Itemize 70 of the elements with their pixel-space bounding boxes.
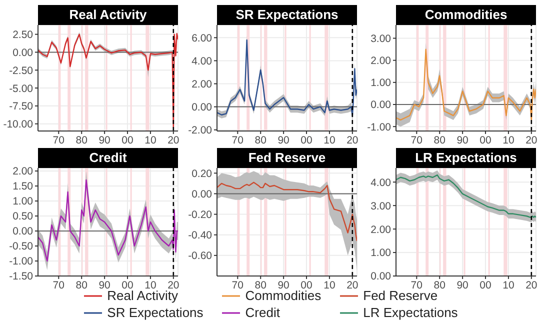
y-tick-label: -2.50 xyxy=(9,64,34,77)
y-tick-label: 0.20 xyxy=(192,168,212,180)
x-tick-label: 10 xyxy=(324,279,336,292)
y-tick-label: 6.00 xyxy=(192,32,212,44)
x-tick-label: 20 xyxy=(168,134,180,146)
y-tick-label: -10.00 xyxy=(3,118,34,131)
x-tick-label: 10 xyxy=(144,134,156,146)
x-tick-label: 80 xyxy=(76,134,88,146)
x-tick-label: 00 xyxy=(122,134,134,146)
y-tick-label: 1.00 xyxy=(370,77,392,90)
x-tick-label: 90 xyxy=(456,279,469,292)
x-tick-label: 80 xyxy=(76,279,88,292)
x-tick-label: 70 xyxy=(232,279,244,292)
y-tick-label: -1.00 xyxy=(367,121,392,134)
x-tick-label: 20 xyxy=(526,279,538,292)
y-tick-label: 2.50 xyxy=(12,29,34,42)
y-tick-label: 3.00 xyxy=(370,200,392,212)
y-tick-label: 2.00 xyxy=(12,166,34,178)
y-tick-label: -0.20 xyxy=(188,209,212,222)
y-tick-label: 0.00 xyxy=(12,226,34,238)
x-tick-label: 70 xyxy=(232,134,244,146)
x-tick-label: 70 xyxy=(52,134,65,146)
y-tick-label: 1.50 xyxy=(12,180,34,193)
y-tick-label: 1.00 xyxy=(370,247,392,260)
y-tick-label: 2.00 xyxy=(192,78,212,90)
y-tick-label: 0.50 xyxy=(12,210,34,223)
x-tick-label: 10 xyxy=(502,134,514,146)
chart-title: SR Expectations xyxy=(217,5,357,25)
legend-label: SR Expectations xyxy=(107,305,204,320)
y-tick-label: 0.00 xyxy=(370,99,392,112)
y-tick-label: 2.00 xyxy=(370,224,392,236)
y-tick-label: 3.00 xyxy=(370,32,392,45)
chart-title: Commodities xyxy=(396,5,536,25)
x-tick-label: 80 xyxy=(254,134,267,146)
y-tick-label: 1.00 xyxy=(12,196,34,208)
y-tick-label: -2.00 xyxy=(188,124,212,137)
x-tick-label: 90 xyxy=(456,134,469,146)
y-tick-label: 0.00 xyxy=(192,188,212,200)
x-tick-label: 00 xyxy=(480,279,492,292)
chart-title: Fed Reserve xyxy=(217,148,357,168)
y-tick-label: -5.00 xyxy=(9,82,34,95)
x-tick-label: 90 xyxy=(278,134,290,146)
legend-label: Credit xyxy=(245,305,280,320)
chart-title: LR Expectations xyxy=(396,148,536,168)
x-tick-label: 00 xyxy=(300,134,313,146)
y-tick-label: -0.50 xyxy=(9,240,34,253)
x-tick-label: 80 xyxy=(434,134,446,146)
y-tick-label: -1.00 xyxy=(9,256,34,268)
y-tick-label: 0.00 xyxy=(192,102,212,114)
y-tick-label: 4.00 xyxy=(192,55,212,68)
y-tick-label: 0.00 xyxy=(370,270,392,283)
x-tick-label: 90 xyxy=(98,134,111,146)
x-tick-label: 20 xyxy=(346,134,358,146)
y-tick-label: 0.00 xyxy=(12,46,34,59)
y-tick-label: 2.00 xyxy=(370,55,392,68)
x-tick-label: 20 xyxy=(526,134,538,146)
y-tick-label: -1.50 xyxy=(9,270,34,283)
x-tick-label: 70 xyxy=(52,279,65,292)
y-tick-label: 4.00 xyxy=(370,176,392,189)
chart-title: Real Activity xyxy=(38,5,178,25)
chart-title: Credit xyxy=(38,148,178,168)
x-tick-label: 10 xyxy=(324,134,336,146)
y-tick-label: -7.50 xyxy=(9,100,34,113)
x-tick-label: 00 xyxy=(480,134,492,146)
x-tick-label: 70 xyxy=(410,134,423,146)
y-tick-label: -0.60 xyxy=(188,250,212,262)
legend-label: LR Expectations xyxy=(363,305,458,320)
x-tick-label: 10 xyxy=(502,279,514,292)
y-tick-label: -0.40 xyxy=(188,230,212,242)
x-tick-label: 20 xyxy=(346,279,358,292)
